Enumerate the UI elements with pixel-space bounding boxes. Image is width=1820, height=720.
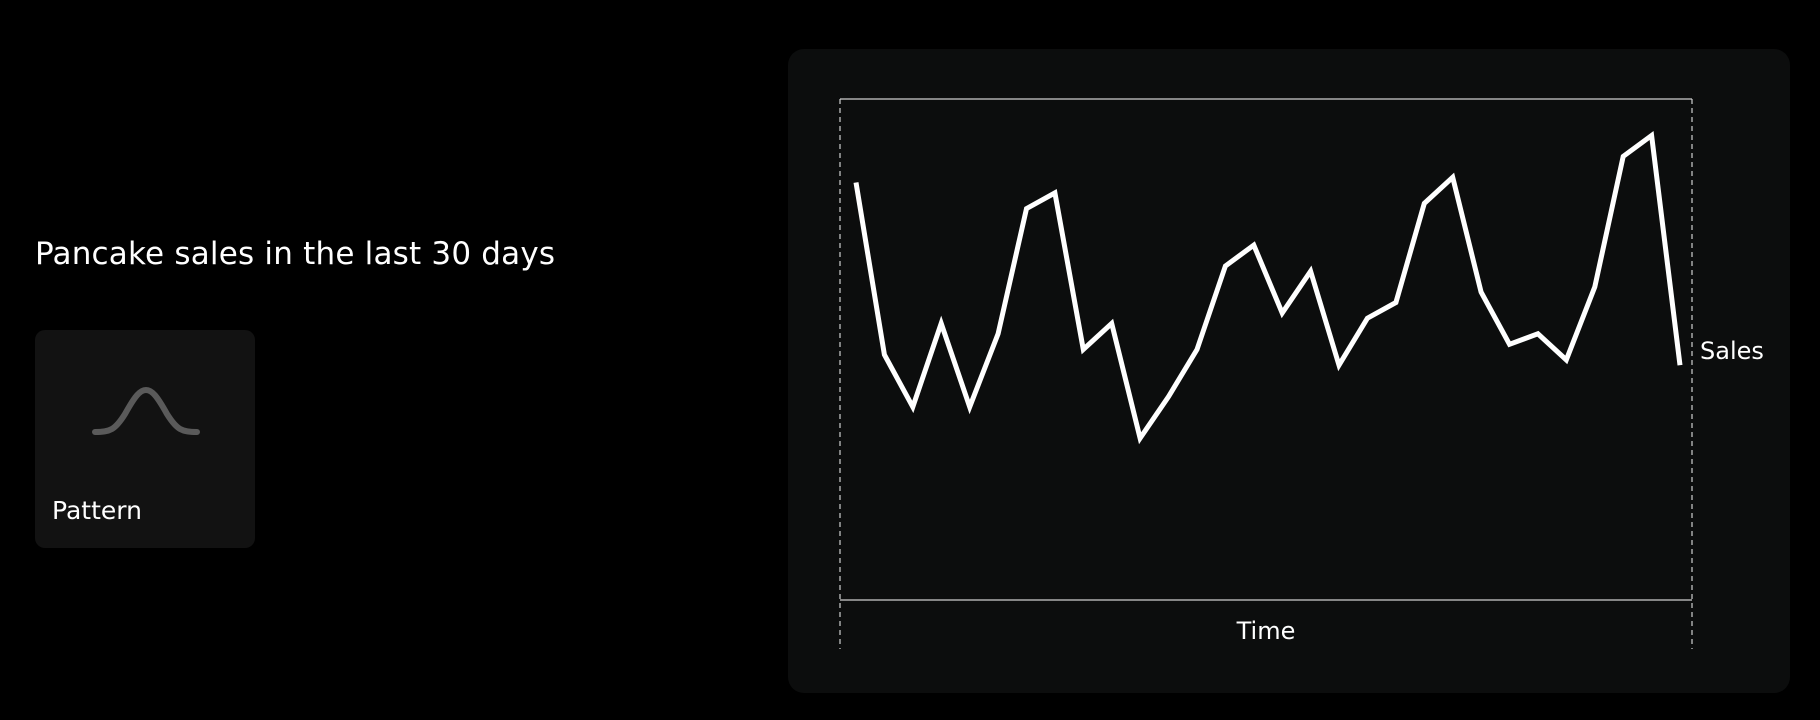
x-axis-label: Time xyxy=(1236,617,1296,645)
chart-panel: Time Sales xyxy=(788,49,1790,693)
sales-line-chart: Time Sales xyxy=(839,98,1764,649)
sales-series-line xyxy=(853,130,1683,445)
y-axis-label: Sales xyxy=(1700,337,1764,365)
pattern-label: Pattern xyxy=(52,496,142,525)
pattern-card[interactable]: Pattern xyxy=(35,330,255,548)
page-title: Pancake sales in the last 30 days xyxy=(35,236,556,272)
bell-curve-icon xyxy=(92,386,200,435)
